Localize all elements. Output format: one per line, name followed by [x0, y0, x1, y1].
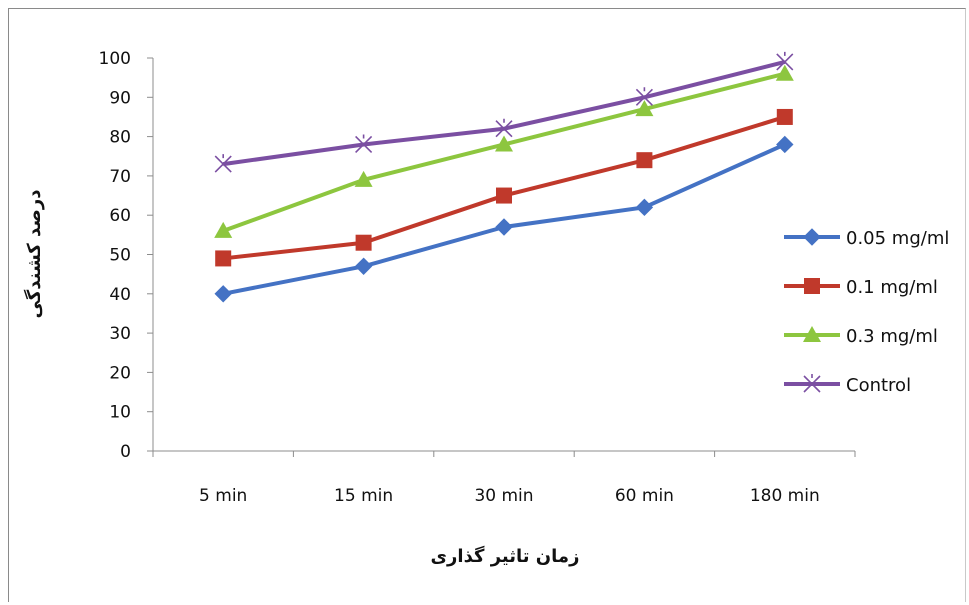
y-axis-title: درصد کشندگی [23, 190, 45, 319]
x-tick-label: 5 min [199, 486, 247, 506]
y-tick-label: 20 [109, 363, 131, 383]
data-point [776, 135, 794, 154]
x-tick-label: 180 min [750, 486, 820, 506]
data-point [214, 154, 232, 173]
legend-marker [803, 374, 821, 393]
y-tick-label: 30 [109, 324, 131, 344]
data-point [635, 198, 654, 217]
legend-label: 0.05 mg/ml [846, 228, 949, 249]
legend-label: 0.3 mg/ml [846, 326, 938, 347]
data-point [495, 135, 513, 152]
legend-item: 0.05 mg/ml [784, 228, 949, 249]
series-0 [214, 135, 794, 303]
data-point [636, 152, 653, 169]
y-tick-label: 50 [109, 246, 131, 266]
x-tick-label: 15 min [334, 486, 393, 506]
axes: 0 10 20 30 40 50 60 70 80 90 100 5 min 15 min 30 min 6… [99, 49, 856, 506]
data-point [775, 64, 794, 81]
y-tick-label: 60 [109, 206, 131, 226]
series-layer [214, 51, 794, 303]
legend-label: 0.1 mg/ml [846, 277, 938, 298]
y-tick-label: 0 [120, 442, 131, 462]
legend-item: 0.3 mg/ml [784, 326, 938, 347]
data-point [355, 134, 373, 154]
series-1 [215, 108, 793, 267]
data-point [635, 87, 653, 106]
data-point [355, 234, 372, 251]
data-point [215, 250, 232, 267]
legend-item: Control [784, 374, 911, 396]
y-tick-label: 100 [99, 49, 131, 69]
data-point [495, 218, 513, 236]
x-axis-title: زمان تاثیر گذاری [431, 545, 580, 567]
data-point [776, 51, 794, 71]
legend-marker [803, 228, 821, 246]
x-tick-label: 60 min [615, 486, 674, 506]
y-tick-label: 80 [109, 128, 131, 148]
legend-label: Control [846, 375, 911, 396]
data-point [496, 187, 512, 204]
data-point [214, 285, 232, 303]
data-point [214, 221, 233, 238]
y-tick-label: 70 [109, 167, 131, 187]
series-2 [214, 64, 794, 238]
legend: 0.05 mg/ml 0.1 mg/ml 0.3 mg/ml Control [784, 228, 949, 396]
y-tick-label: 90 [109, 88, 131, 108]
x-tick-label: 30 min [474, 486, 533, 506]
legend-marker [803, 326, 821, 342]
legend-marker [804, 278, 820, 294]
y-tick-label: 40 [109, 285, 131, 305]
y-tick-label: 10 [109, 403, 131, 423]
chart-frame [8, 8, 966, 602]
data-point [495, 118, 513, 138]
legend-item: 0.1 mg/ml [784, 277, 938, 298]
series-3 [214, 51, 794, 173]
data-point [354, 170, 373, 187]
data-point [776, 108, 793, 125]
data-point [635, 100, 654, 117]
data-point [354, 257, 373, 275]
